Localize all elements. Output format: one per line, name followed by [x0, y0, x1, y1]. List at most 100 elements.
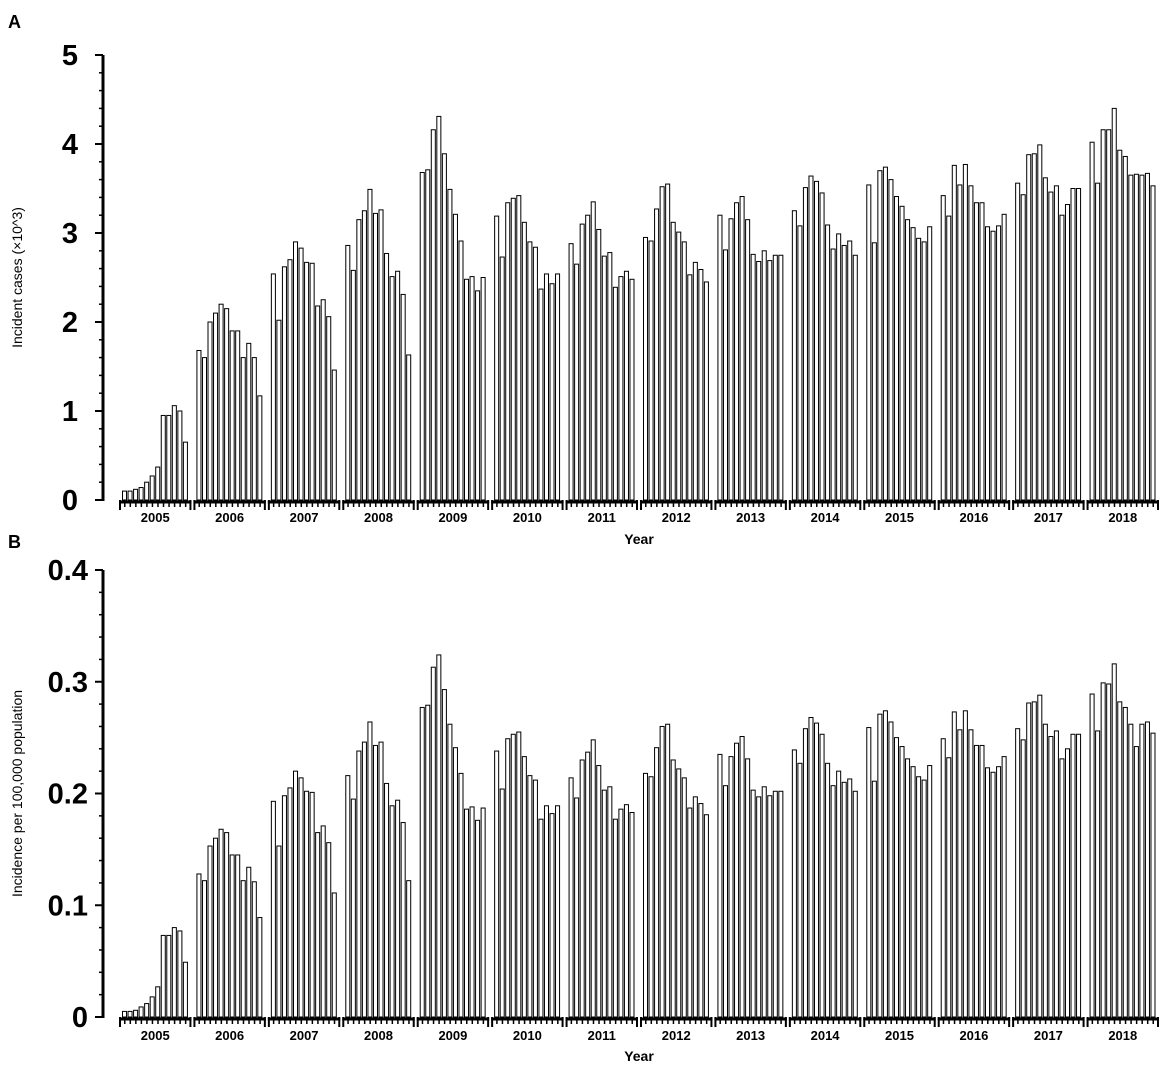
bar [1144, 721, 1150, 1018]
bar [968, 185, 974, 501]
y-axis-label: Incidence per 100,000 population [9, 690, 25, 897]
bar [648, 776, 654, 1018]
bar [218, 828, 224, 1018]
bar [734, 742, 740, 1018]
bar [1059, 214, 1065, 501]
bar [1070, 733, 1076, 1018]
bar [425, 169, 431, 501]
bar [852, 790, 858, 1018]
bar [797, 225, 803, 501]
bar [1076, 733, 1082, 1018]
bar [951, 711, 957, 1018]
bar [866, 184, 872, 501]
bar [406, 880, 412, 1018]
bar [1064, 748, 1070, 1018]
bar [538, 288, 544, 501]
bar [836, 233, 842, 501]
bar [378, 741, 384, 1018]
bar [475, 290, 481, 501]
x-tick-label: 2009 [438, 510, 467, 525]
bar [1111, 663, 1117, 1018]
x-tick-label: 2008 [364, 510, 393, 525]
x-tick-label: 2012 [662, 510, 691, 525]
bar [825, 224, 831, 501]
bar [171, 927, 177, 1018]
bar [160, 414, 166, 501]
bar [579, 223, 585, 501]
bar [298, 777, 304, 1018]
bar [166, 934, 172, 1018]
bar [717, 753, 723, 1018]
bar [665, 183, 671, 501]
bar [670, 759, 676, 1018]
bar [703, 281, 709, 501]
bar [505, 738, 511, 1018]
y-tick-label: 0.2 [48, 779, 88, 811]
bar [213, 312, 219, 501]
bar [973, 744, 979, 1018]
bar [133, 488, 139, 501]
bar [447, 188, 453, 501]
bar [276, 845, 282, 1018]
bar [510, 733, 516, 1018]
bar [629, 811, 635, 1018]
bar [648, 240, 654, 501]
bar [1133, 746, 1139, 1018]
bar [532, 779, 538, 1018]
bar [320, 825, 326, 1018]
bar [372, 212, 379, 501]
bar [419, 171, 425, 501]
bar [1037, 144, 1043, 501]
bar [574, 797, 580, 1018]
bar [1020, 739, 1026, 1018]
bar [841, 244, 847, 501]
bar [899, 746, 905, 1018]
year-group-2007: 2007 [267, 241, 341, 525]
bar [1139, 723, 1145, 1018]
bar [692, 796, 698, 1018]
x-tick-label: 2009 [438, 1028, 467, 1043]
bar [1117, 701, 1123, 1018]
bar [224, 308, 230, 501]
bar [480, 807, 486, 1018]
bar [452, 213, 458, 501]
bar [659, 725, 665, 1018]
bar [1031, 701, 1037, 1018]
bar [1042, 177, 1048, 501]
bar [395, 270, 401, 501]
bar [235, 330, 241, 501]
bar [1106, 683, 1112, 1018]
x-tick-label: 2013 [736, 1028, 765, 1043]
bar [814, 180, 820, 501]
bar [962, 710, 968, 1018]
bar [791, 749, 797, 1018]
y-tick-label: 0 [62, 485, 78, 517]
bar [607, 252, 613, 501]
bar [692, 261, 698, 501]
bar [155, 986, 161, 1018]
bar [1117, 149, 1123, 501]
bar [516, 731, 522, 1018]
year-group-2016: 2016 [937, 710, 1011, 1043]
bar [985, 767, 991, 1018]
bar [356, 219, 362, 501]
bar [681, 241, 687, 501]
bar [207, 845, 213, 1018]
x-tick-label: 2016 [959, 510, 988, 525]
bar [899, 205, 905, 501]
bar [601, 255, 607, 501]
bar [350, 269, 356, 501]
bar [698, 803, 704, 1018]
bar [356, 750, 362, 1018]
bar [281, 795, 287, 1018]
bar [1053, 185, 1059, 501]
bar [235, 854, 241, 1018]
year-group-2018: 2018 [1086, 663, 1159, 1043]
bar [745, 219, 751, 501]
bar [847, 240, 853, 501]
bar [1048, 191, 1054, 501]
bar [350, 798, 356, 1018]
bar [921, 241, 927, 501]
bar [505, 202, 511, 501]
year-group-2015: 2015 [863, 710, 936, 1043]
